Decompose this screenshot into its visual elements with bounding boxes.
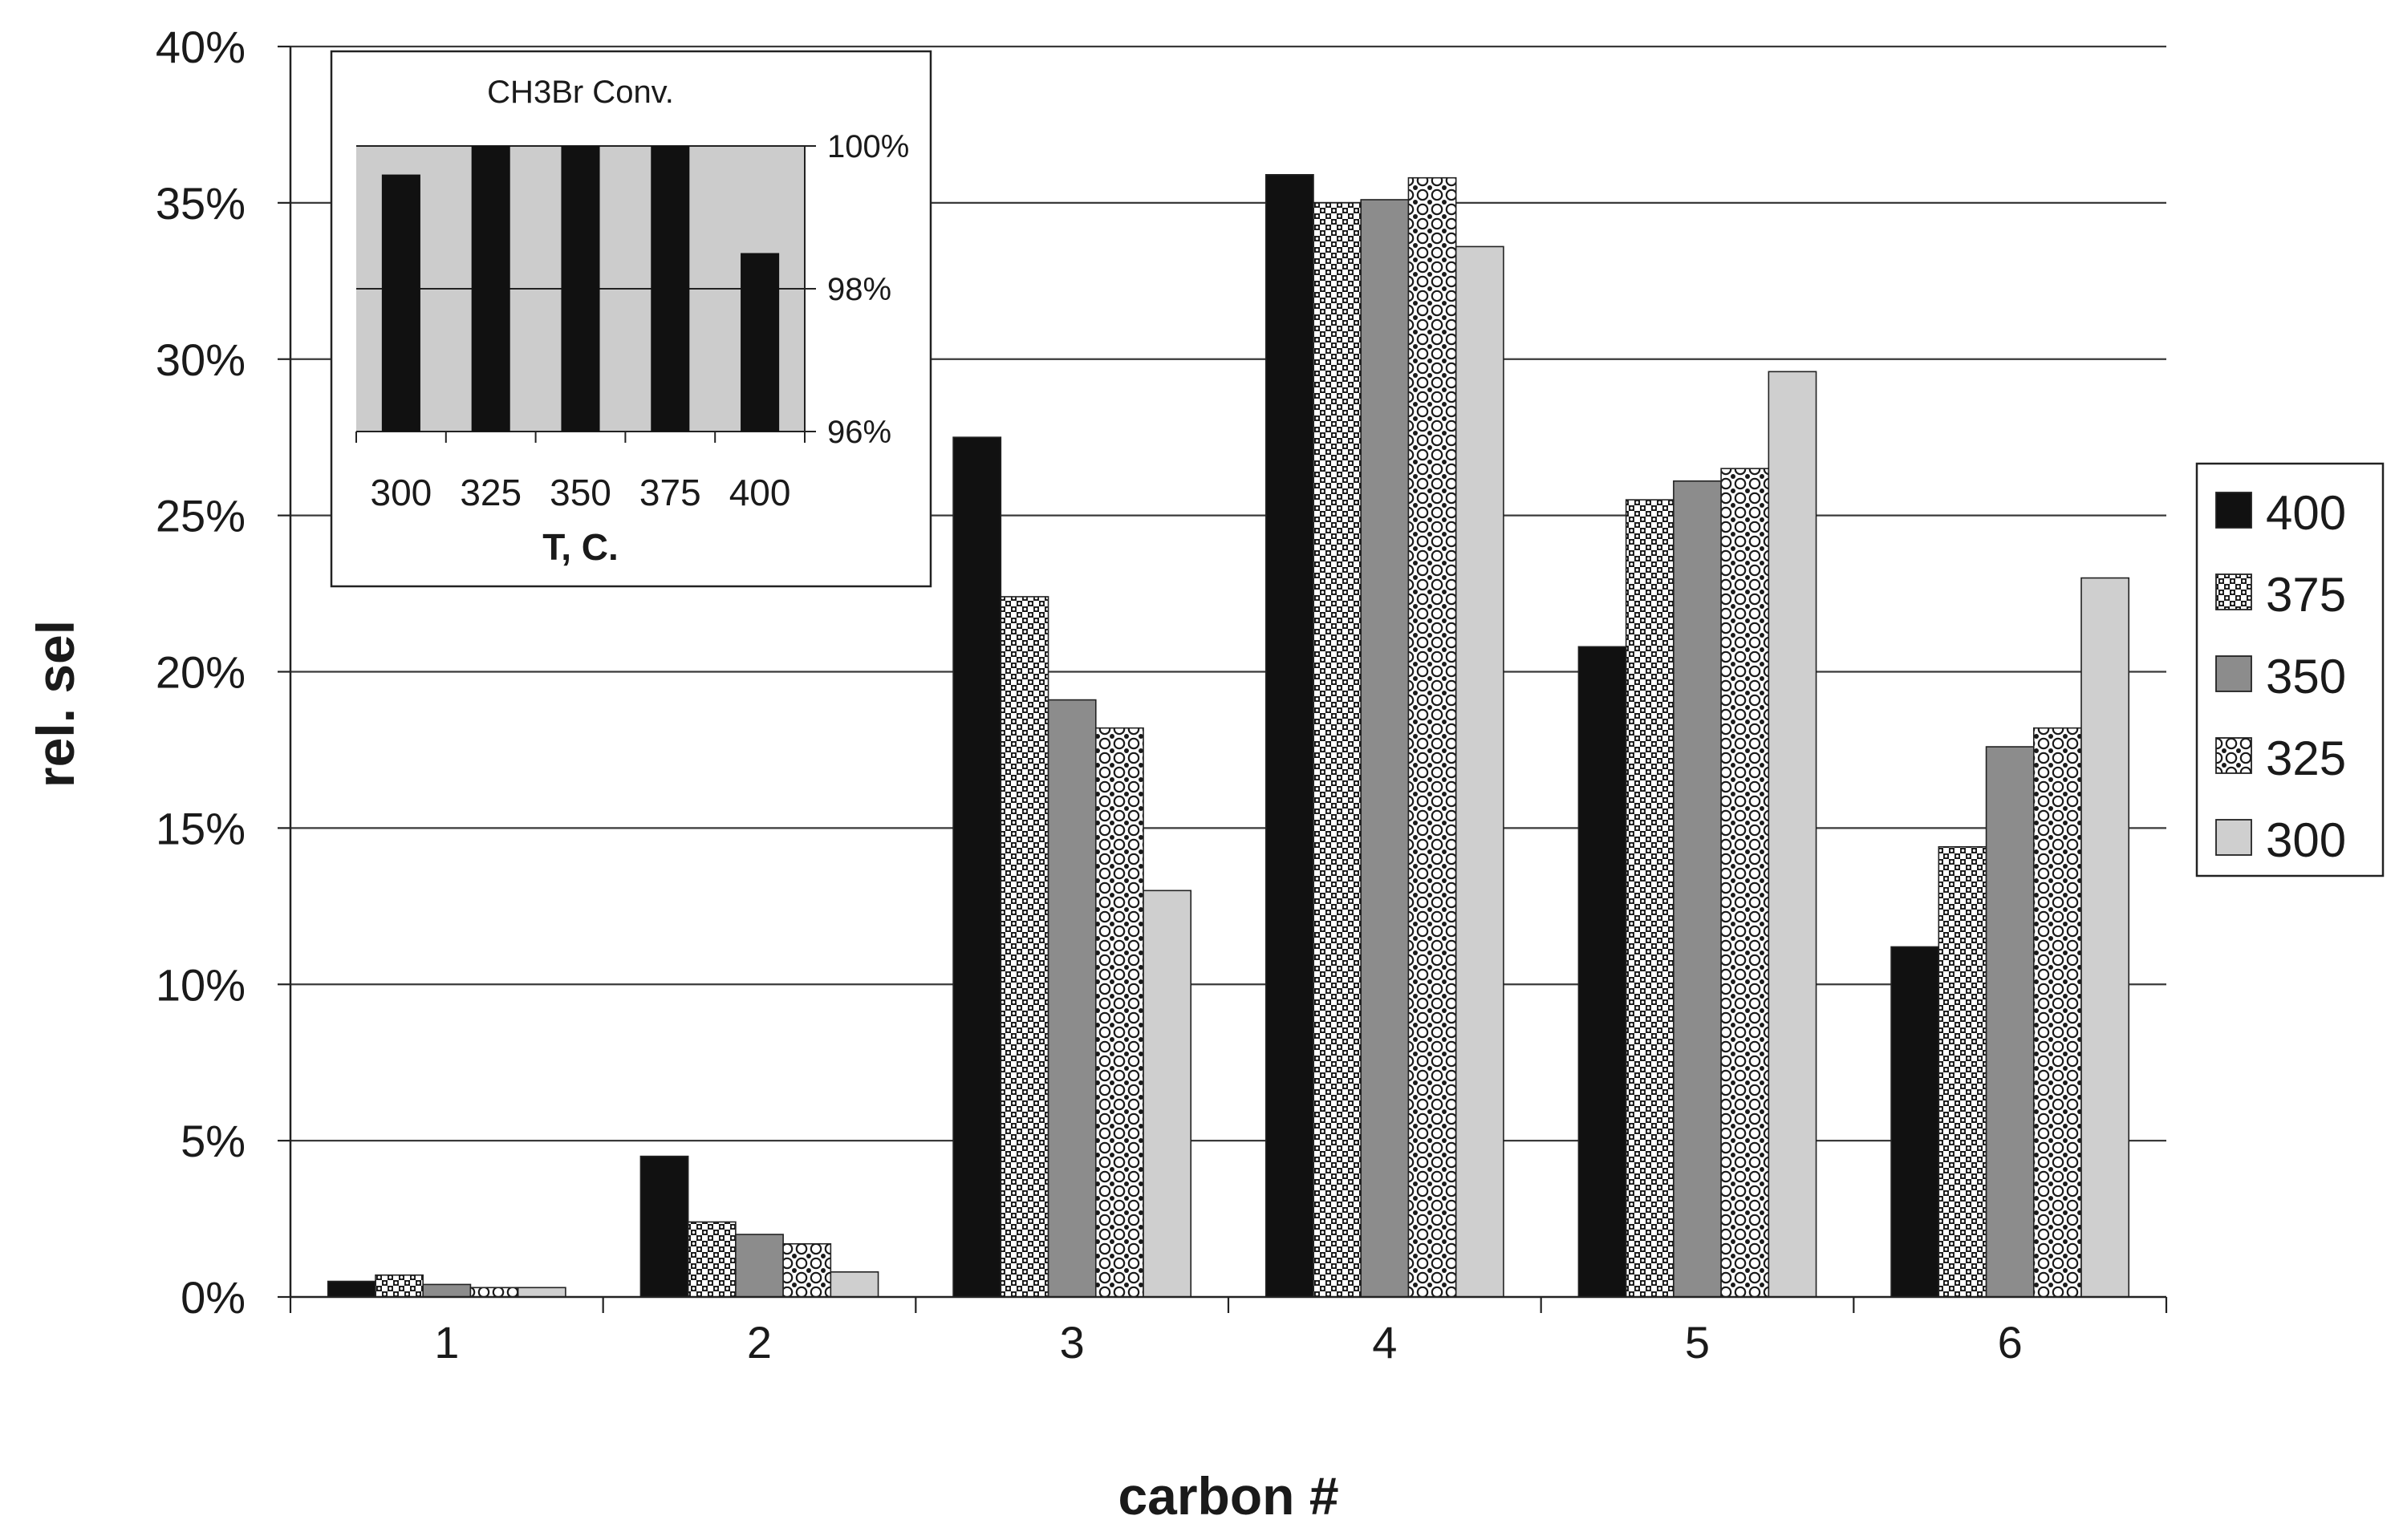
inset-x-tick-label: 300 [371, 472, 432, 513]
bar [830, 1271, 879, 1298]
legend-swatch [2215, 655, 2252, 692]
inset-y-tick-label: 98% [827, 272, 891, 307]
bar [1890, 946, 1940, 1298]
bar [375, 1274, 424, 1298]
legend: 400 375 350 325 300 [2195, 462, 2385, 877]
y-tick-label: 5% [181, 1116, 246, 1166]
bar [1768, 371, 1817, 1298]
bar [1264, 173, 1314, 1298]
x-tick-label: 5 [1685, 1317, 1710, 1368]
y-tick-label: 25% [156, 491, 246, 541]
legend-swatch [2215, 573, 2252, 610]
inset-chart: CH3Br Conv. 96% 98% 100% 300 325 350 375 400 T, C… [330, 50, 932, 588]
bar [952, 436, 1002, 1298]
bar [735, 1234, 784, 1298]
x-tick-label: 3 [1060, 1317, 1085, 1368]
x-tick-label: 1 [434, 1317, 459, 1368]
bar [1143, 890, 1192, 1298]
y-tick-label: 0% [181, 1272, 246, 1323]
bar [2032, 727, 2082, 1298]
legend-label: 350 [2266, 650, 2346, 703]
main-bars [327, 173, 2130, 1298]
inset-bar [741, 253, 780, 432]
bar [782, 1242, 832, 1298]
inset-title: CH3Br Conv. [487, 75, 674, 110]
inset-bar [651, 146, 690, 432]
inset-bar [561, 146, 600, 432]
inset-y-tick-label: 100% [827, 129, 909, 164]
legend-swatch [2215, 492, 2252, 529]
y-tick-label: 35% [156, 178, 246, 229]
bar [1938, 845, 1987, 1298]
inset-x-tick-label: 350 [550, 472, 611, 513]
bar [1000, 596, 1049, 1298]
bar [1360, 199, 1410, 1298]
bar [327, 1280, 376, 1298]
bar [517, 1287, 566, 1298]
inset-bar [381, 174, 420, 432]
inset-x-tick-label: 400 [729, 472, 791, 513]
legend-label: 300 [2266, 813, 2346, 867]
legend-label: 325 [2266, 732, 2346, 785]
legend-label: 400 [2266, 486, 2346, 540]
x-tick-label: 6 [1998, 1317, 2023, 1368]
inset-x-tick-label: 325 [460, 472, 522, 513]
legend-swatch [2215, 737, 2252, 774]
bar [422, 1283, 472, 1298]
x-tick-label: 4 [1372, 1317, 1397, 1368]
bar [1985, 746, 2035, 1298]
bar [1094, 727, 1144, 1298]
bar [469, 1287, 519, 1298]
y-tick-label: 10% [156, 959, 246, 1010]
bar [1577, 646, 1627, 1298]
x-axis-title: carbon # [1118, 1466, 1338, 1526]
bar [1047, 699, 1097, 1298]
bar [1625, 499, 1674, 1298]
inset-x-tick-label: 375 [639, 472, 701, 513]
main-axes [278, 45, 2168, 1313]
bar [1455, 245, 1504, 1298]
main-axis-labels: 0% 5% 10% 15% 20% 25% 30% 35% 40% 1 2 3 4 5 6 carbon # r… [26, 22, 2023, 1526]
y-tick-label: 30% [156, 334, 246, 385]
bar [687, 1221, 737, 1298]
bar [1313, 202, 1362, 1298]
y-tick-label: 20% [156, 647, 246, 698]
inset-bar [471, 146, 510, 432]
y-tick-label: 40% [156, 22, 246, 72]
inset-x-axis-title: T, C. [542, 526, 619, 568]
y-tick-label: 15% [156, 803, 246, 853]
x-tick-label: 2 [747, 1317, 772, 1368]
bar [2080, 577, 2130, 1298]
bar [1407, 176, 1457, 1298]
legend-swatch [2215, 819, 2252, 856]
inset-y-tick-label: 96% [827, 415, 891, 450]
bar [639, 1155, 689, 1298]
bar [1673, 480, 1722, 1298]
legend-label: 375 [2266, 568, 2346, 622]
bar [1720, 468, 1770, 1298]
y-axis-title: rel. sel [26, 620, 85, 788]
